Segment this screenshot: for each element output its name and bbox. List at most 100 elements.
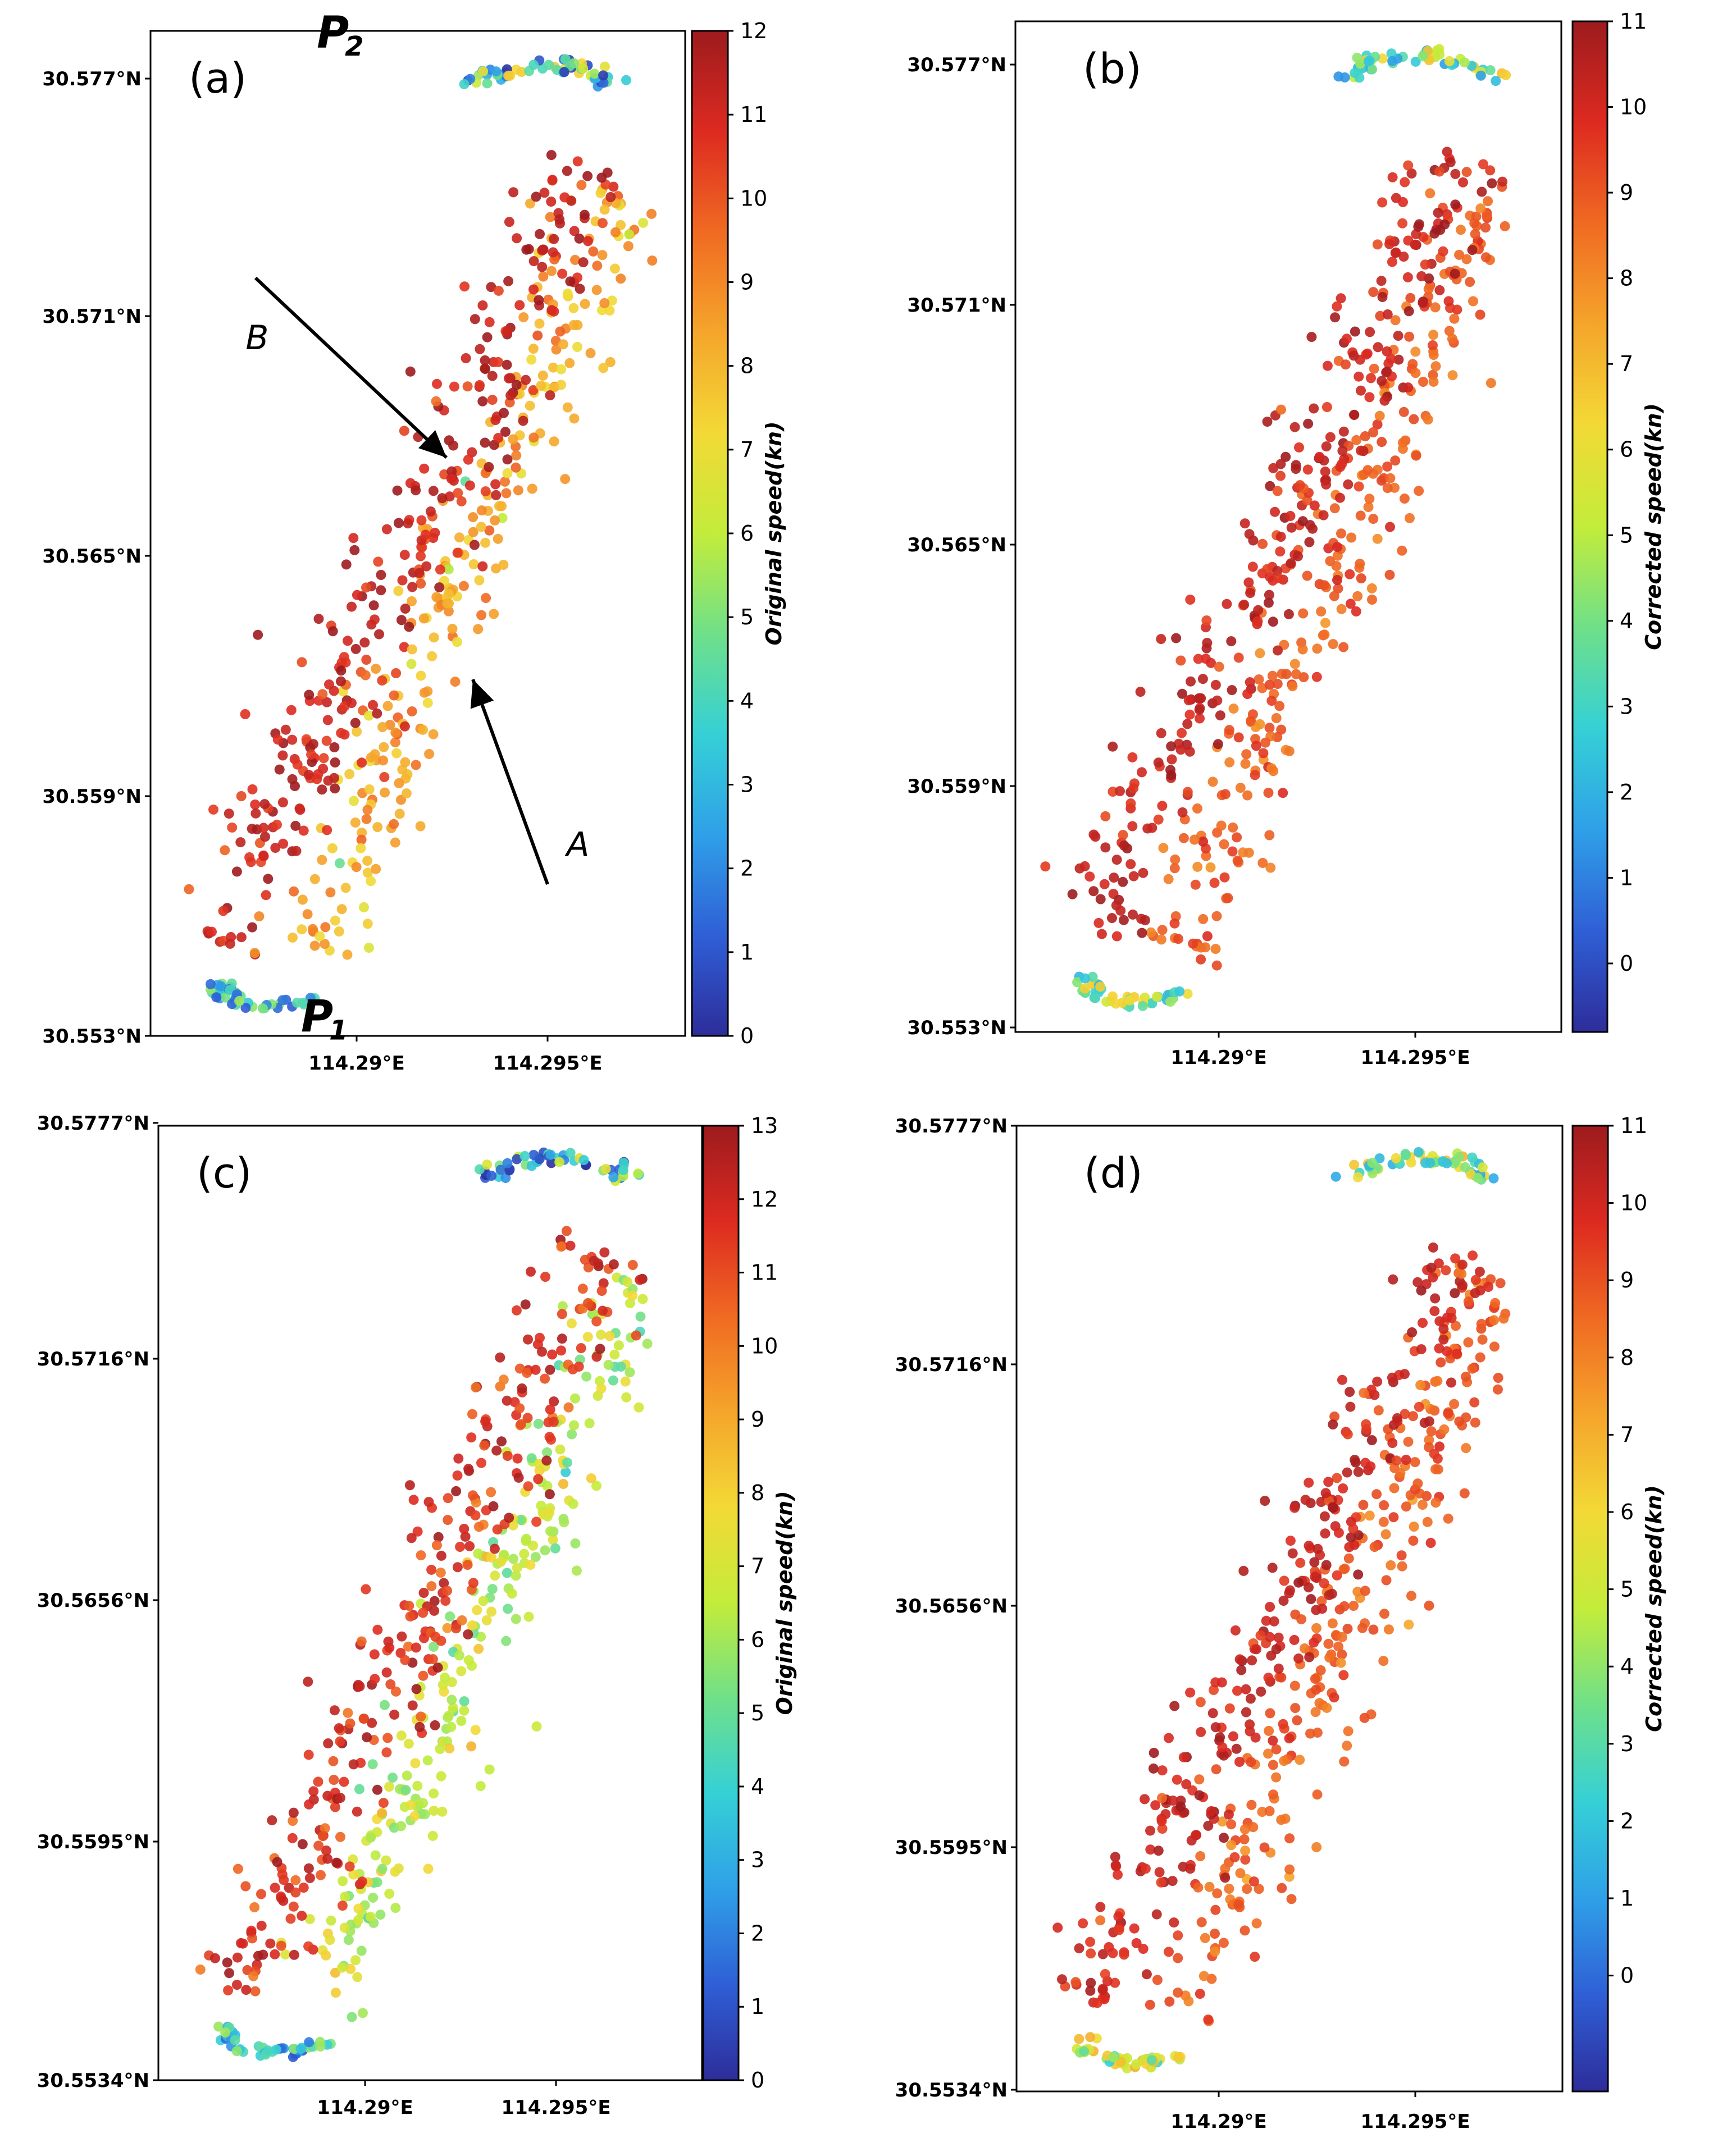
data-point bbox=[624, 229, 635, 240]
data-point bbox=[1365, 327, 1375, 337]
data-point bbox=[1172, 1774, 1182, 1785]
data-point bbox=[575, 284, 585, 294]
data-point bbox=[257, 1003, 268, 1014]
data-point bbox=[1197, 674, 1208, 684]
data-point bbox=[1416, 271, 1427, 281]
data-point bbox=[1224, 1703, 1235, 1714]
data-point bbox=[616, 220, 626, 230]
data-point bbox=[1475, 1352, 1485, 1363]
data-point bbox=[469, 540, 480, 550]
data-point bbox=[1390, 315, 1401, 326]
data-point bbox=[642, 1339, 653, 1349]
data-point bbox=[1247, 1655, 1257, 1666]
data-point bbox=[1087, 971, 1098, 982]
data-point bbox=[389, 1709, 400, 1720]
data-point bbox=[558, 1479, 568, 1489]
data-point bbox=[490, 515, 500, 526]
data-point bbox=[1212, 1888, 1223, 1899]
data-point bbox=[1203, 2015, 1214, 2025]
data-point bbox=[1177, 688, 1187, 699]
data-point bbox=[403, 1738, 414, 1749]
data-point bbox=[459, 1705, 470, 1716]
data-point bbox=[1397, 545, 1407, 556]
data-point bbox=[1092, 1998, 1102, 2008]
data-point bbox=[1319, 1578, 1329, 1588]
data-point bbox=[1110, 998, 1121, 1009]
data-point bbox=[458, 581, 469, 591]
data-point bbox=[1238, 1565, 1249, 1576]
data-point bbox=[1273, 1663, 1284, 1674]
data-point bbox=[446, 473, 457, 484]
data-point bbox=[531, 1721, 542, 1732]
data-point bbox=[211, 992, 222, 1003]
data-point bbox=[1477, 186, 1487, 197]
data-point bbox=[523, 1334, 533, 1345]
data-point bbox=[599, 1247, 610, 1258]
data-point bbox=[347, 601, 357, 612]
data-point bbox=[562, 1457, 572, 1468]
data-point bbox=[1303, 418, 1314, 429]
data-point bbox=[557, 1333, 567, 1344]
data-point bbox=[325, 887, 336, 898]
data-point bbox=[1131, 2059, 1142, 2070]
data-point bbox=[608, 1172, 619, 1182]
data-point bbox=[317, 689, 328, 700]
data-point bbox=[330, 783, 340, 794]
data-point bbox=[1314, 1698, 1325, 1709]
data-point bbox=[468, 559, 479, 569]
data-point bbox=[1216, 820, 1227, 831]
data-point bbox=[475, 1781, 486, 1792]
data-point bbox=[528, 284, 539, 295]
data-point bbox=[307, 924, 318, 934]
data-point bbox=[556, 1345, 567, 1356]
data-point bbox=[511, 1570, 521, 1581]
data-point bbox=[1475, 203, 1486, 214]
data-point bbox=[472, 1605, 482, 1615]
data-point bbox=[304, 689, 315, 700]
data-point bbox=[635, 1275, 645, 1285]
data-point bbox=[1351, 435, 1362, 445]
data-point bbox=[1268, 616, 1278, 627]
data-point bbox=[600, 61, 610, 72]
data-point bbox=[539, 188, 550, 198]
data-point bbox=[1361, 1419, 1371, 1429]
data-point bbox=[1177, 728, 1187, 738]
data-point bbox=[1457, 1259, 1468, 1270]
data-point bbox=[1171, 633, 1182, 643]
data-point bbox=[1284, 746, 1295, 756]
data-point bbox=[484, 1764, 495, 1775]
data-point bbox=[533, 1474, 544, 1484]
data-point bbox=[1338, 642, 1349, 652]
data-point bbox=[1395, 1468, 1406, 1478]
data-point bbox=[440, 1596, 451, 1606]
colorbar-tick-label: 8 bbox=[1620, 1345, 1634, 1370]
data-point bbox=[258, 850, 269, 861]
data-point bbox=[482, 332, 493, 342]
data-point bbox=[1232, 832, 1242, 843]
axes-frame bbox=[149, 30, 686, 1037]
data-point bbox=[302, 909, 313, 920]
data-point bbox=[435, 1744, 445, 1755]
data-point bbox=[528, 344, 539, 354]
data-point bbox=[1182, 719, 1193, 729]
data-point bbox=[322, 697, 332, 707]
data-point bbox=[1374, 1153, 1385, 1164]
data-point bbox=[1454, 1152, 1464, 1162]
data-point bbox=[336, 676, 346, 687]
data-point bbox=[1336, 604, 1347, 614]
data-point bbox=[1446, 1377, 1456, 1388]
data-point bbox=[240, 709, 250, 719]
data-point bbox=[1158, 843, 1169, 853]
data-point bbox=[206, 979, 216, 989]
data-point bbox=[411, 1642, 421, 1653]
data-point bbox=[272, 1857, 282, 1867]
data-point bbox=[446, 1694, 457, 1705]
data-point bbox=[313, 1840, 324, 1851]
data-point bbox=[475, 344, 485, 354]
data-point bbox=[1461, 1372, 1471, 1382]
data-point bbox=[572, 156, 583, 167]
data-point bbox=[1156, 728, 1166, 738]
data-point bbox=[1265, 1602, 1275, 1612]
colorbar-tick-label: 2 bbox=[751, 1921, 764, 1945]
data-point bbox=[1413, 1147, 1424, 1157]
